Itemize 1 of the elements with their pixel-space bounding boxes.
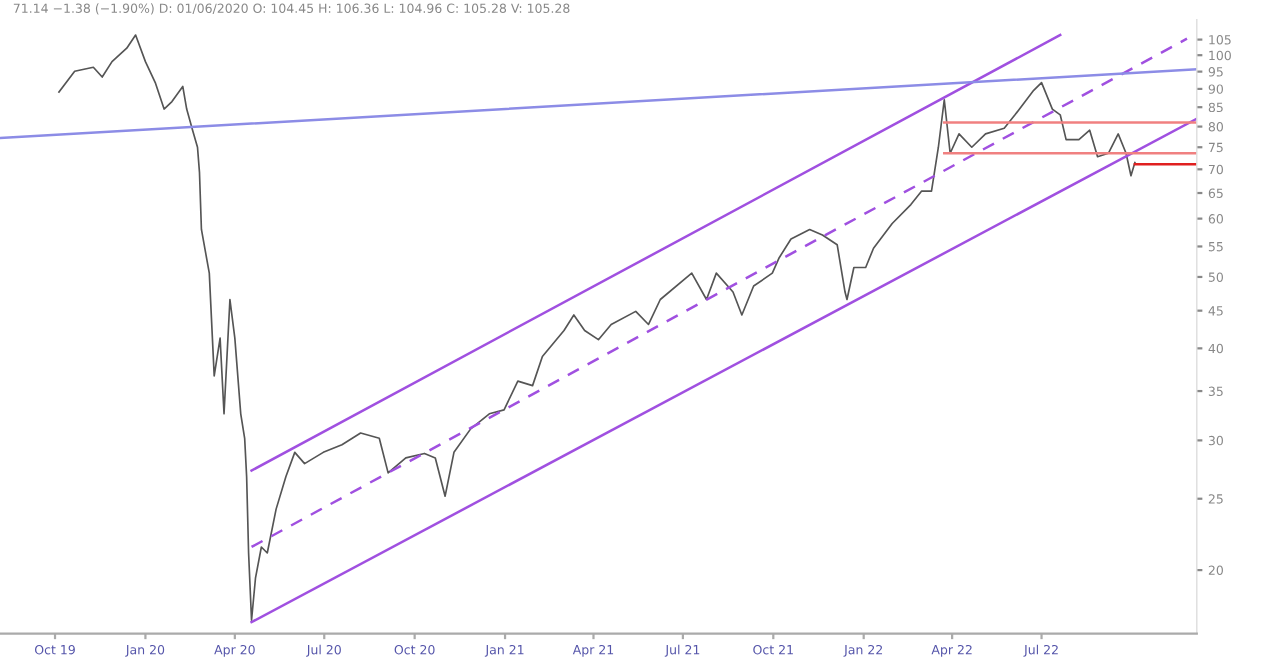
line-series <box>58 34 1136 622</box>
